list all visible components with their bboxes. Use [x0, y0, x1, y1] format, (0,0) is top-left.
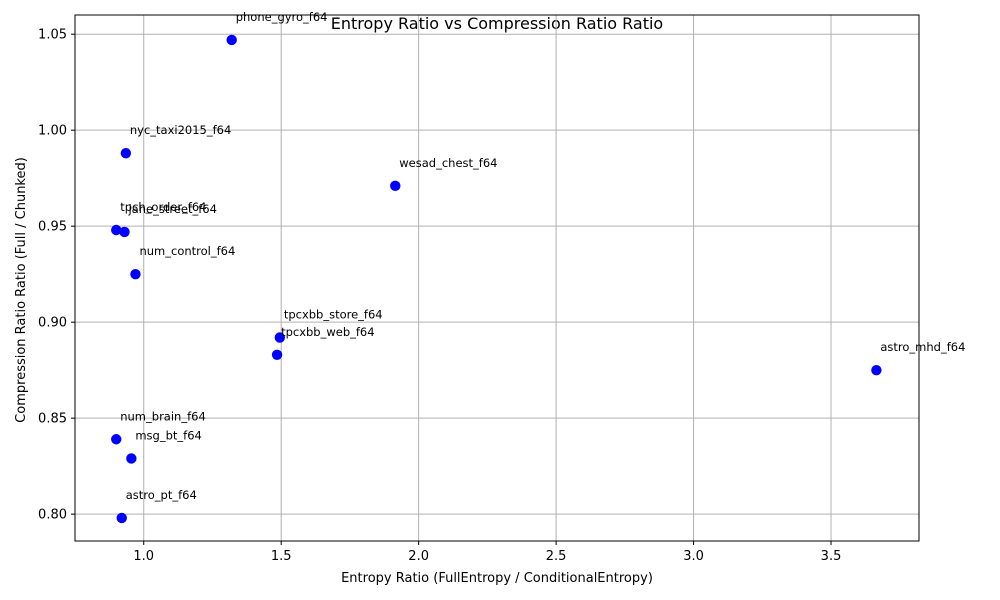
point-label: nyc_taxi2015_f64: [130, 123, 231, 137]
x-tick-label: 2.5: [546, 549, 567, 564]
data-point: [390, 180, 401, 192]
point-label: wesad_chest_f64: [399, 156, 497, 170]
x-tick-label: 3.0: [683, 549, 704, 564]
point-label: tpch_order_f64: [120, 200, 206, 214]
point-label: astro_mhd_f64: [880, 340, 965, 354]
data-points: [111, 34, 882, 524]
y-axis-label: Compression Ratio Ratio (Full / Chunked): [14, 157, 29, 423]
x-axis-label: Entropy Ratio (FullEntropy / Conditional…: [341, 571, 653, 586]
data-point: [126, 453, 137, 464]
point-label: tpcxbb_web_f64: [281, 325, 375, 339]
y-tick-label: 1.00: [38, 124, 67, 139]
point-label: num_control_f64: [139, 244, 235, 258]
point-labels: phone_gyro_f64 nyc_taxi2015_f64 wesad_ches…: [120, 10, 965, 502]
y-tick-label: 0.85: [38, 412, 67, 427]
point-label: jane_street_f64: [127, 202, 216, 216]
y-tick-label: 0.95: [38, 220, 67, 235]
data-point: [274, 332, 286, 343]
data-point: [226, 34, 237, 46]
x-tick-label: 3.5: [821, 549, 842, 564]
point-label: astro_pt_f64: [126, 488, 197, 502]
data-point: [116, 512, 127, 524]
point-label: num_brain_f64: [120, 409, 206, 423]
point-label: tpcxbb_store_f64: [284, 308, 383, 322]
grid-lines: [75, 15, 919, 541]
data-point: [111, 434, 122, 445]
data-point: [271, 349, 283, 360]
plot-frame: [74, 14, 920, 542]
x-tick-label: 1.5: [271, 549, 292, 564]
data-point: [120, 148, 132, 159]
data-point: [130, 268, 141, 280]
x-tick-label: 2.0: [408, 549, 429, 564]
y-tick-label: 0.80: [38, 508, 67, 523]
point-label: phone_gyro_f64: [236, 10, 328, 24]
data-point: [871, 364, 882, 376]
y-tick-label: 0.90: [38, 316, 67, 331]
point-label: msg_bt_f64: [135, 428, 201, 442]
data-point: [111, 224, 122, 236]
x-tick-label: 1.0: [133, 549, 154, 564]
y-tick-label: 1.05: [38, 28, 67, 43]
data-point: [119, 226, 130, 238]
axis-ticks: 1.0 1.5 2.0 2.5 3.0 3.5 0.80 0.85 0.90 0.95 1.00 1.…: [38, 28, 841, 564]
chart-title: Entropy Ratio vs Compression Ratio Ratio: [331, 14, 663, 33]
